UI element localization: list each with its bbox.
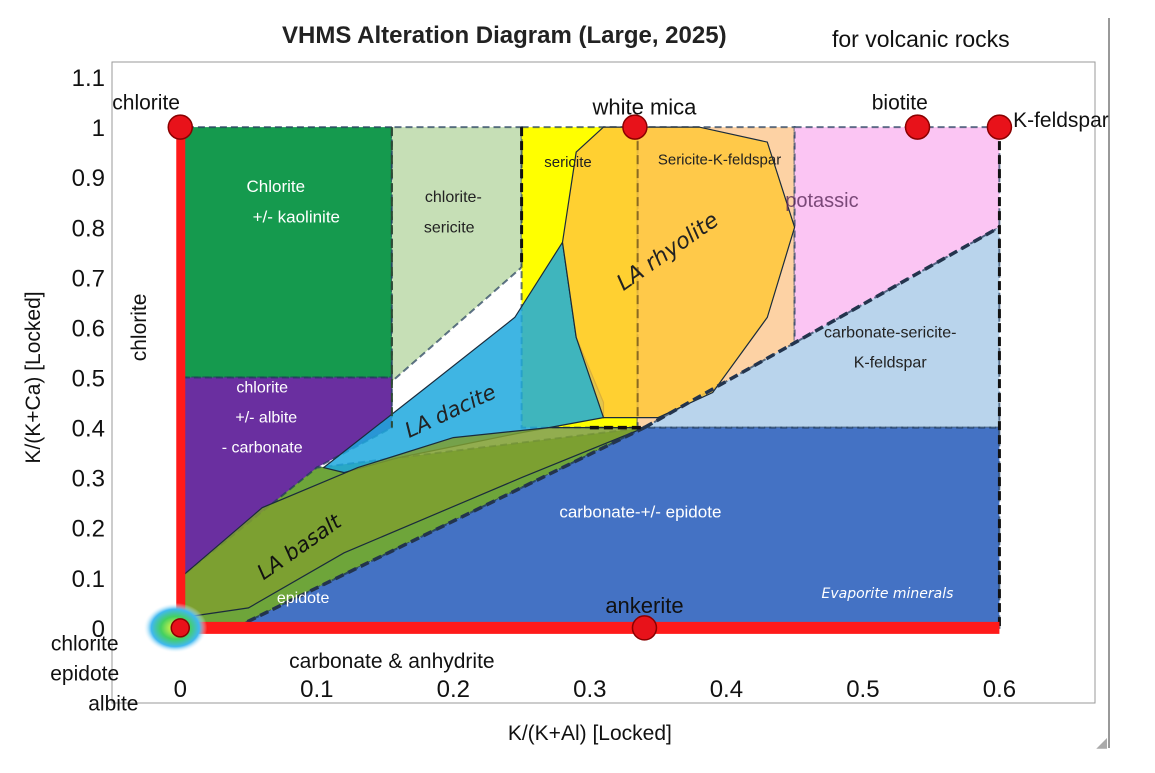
x-tick-label: 0 <box>174 676 187 703</box>
endmember-point[interactable] <box>170 618 191 638</box>
label-epidote: epidote <box>277 590 330 607</box>
label-chlorite-edge: chlorite <box>128 294 151 362</box>
divider-upper-diagonal <box>643 225 1001 430</box>
origin-label-albite: albite <box>88 693 138 716</box>
x-tick-label: 0.5 <box>846 676 879 703</box>
endmember-label-biotite: biotite <box>872 92 928 115</box>
endmember-point[interactable] <box>622 114 648 140</box>
label-evaporite: Evaporite minerals <box>822 586 954 602</box>
label-chlorite-albite-carbonate: +/- albite <box>235 410 297 427</box>
label-carbonate-sericite-k-feldspar: K-feldspar <box>854 354 928 371</box>
y-tick-label: 0.3 <box>72 466 105 493</box>
x-tick-label: 0.1 <box>300 676 333 703</box>
plot-frame <box>111 61 1096 704</box>
endmember-point[interactable] <box>986 114 1013 140</box>
y-tick-label: 0 <box>92 616 105 643</box>
endmember-label-ankerite: ankerite <box>605 593 683 618</box>
rock-field-la-rhyolite <box>561 126 796 419</box>
x-tick-label: 0.3 <box>573 676 606 703</box>
label-chlorite-sericite: sericite <box>424 219 475 236</box>
endmember-point[interactable] <box>167 114 194 140</box>
label-potassic: potassic <box>785 190 858 212</box>
y-tick-label: 0.4 <box>72 416 105 443</box>
x-tick-label: 0.6 <box>983 676 1016 703</box>
endmember-label-chlorite: chlorite <box>112 92 180 115</box>
endmember-point[interactable] <box>631 615 658 641</box>
window-edge-divider <box>1108 18 1110 748</box>
label-sericite: sericite <box>544 154 592 171</box>
diagram-title: VHMS Alteration Diagram (Large, 2025) <box>282 22 727 49</box>
x-tick-label: 0.2 <box>437 676 470 703</box>
label-chlorite-albite-carbonate: chlorite <box>236 380 288 397</box>
y-tick-label: 0.8 <box>72 215 105 242</box>
x-tick-label: 0.4 <box>710 676 743 703</box>
field-chlorite-kaolinite <box>179 126 393 379</box>
chlorite-edge-bar <box>176 127 186 628</box>
y-tick-label: 0.9 <box>72 165 105 192</box>
label-chlorite-kaolinite: Chlorite <box>247 177 306 196</box>
y-axis-label: K/(K+Ca) [Locked] <box>22 291 45 463</box>
label-carbonate-epidote: carbonate-+/- epidote <box>559 503 721 522</box>
endmember-label-k-feldspar: K-feldspar <box>1013 109 1109 132</box>
y-tick-label: 0.6 <box>72 315 105 342</box>
label-sericite-k-feldspar: Sericite-K-feldspar <box>658 152 781 169</box>
y-tick-label: 1 <box>92 115 105 142</box>
resize-grip-icon[interactable]: ◢ <box>1096 734 1107 750</box>
label-carbonate-sericite-k-feldspar: carbonate-sericite- <box>824 324 957 341</box>
carbonate-edge-bar <box>180 621 1000 634</box>
y-tick-label: 0.7 <box>72 265 105 292</box>
y-tick-label: 0.5 <box>72 365 105 392</box>
y-tick-label: 1.1 <box>72 65 105 92</box>
endmember-label-white-mica: white mica <box>591 95 697 120</box>
diagram-subtitle: for volcanic rocks <box>832 26 1010 52</box>
label-chlorite-kaolinite: +/- kaolinite <box>253 207 340 226</box>
origin-label-chlorite: chlorite <box>51 632 119 655</box>
y-tick-label: 0.2 <box>72 516 105 543</box>
y-tick-label: 0.1 <box>72 566 105 593</box>
label-carbonate-anhydrite: carbonate & anhydrite <box>289 650 494 673</box>
origin-label-epidote: epidote <box>50 662 119 685</box>
label-chlorite-sericite: chlorite- <box>425 189 482 206</box>
x-axis-label: K/(K+Al) [Locked] <box>508 722 672 745</box>
endmember-point[interactable] <box>904 114 931 140</box>
field-potassic <box>793 126 1001 355</box>
label-chlorite-albite-carbonate: - carbonate <box>222 440 303 457</box>
divider-lower-diagonal <box>234 425 646 630</box>
